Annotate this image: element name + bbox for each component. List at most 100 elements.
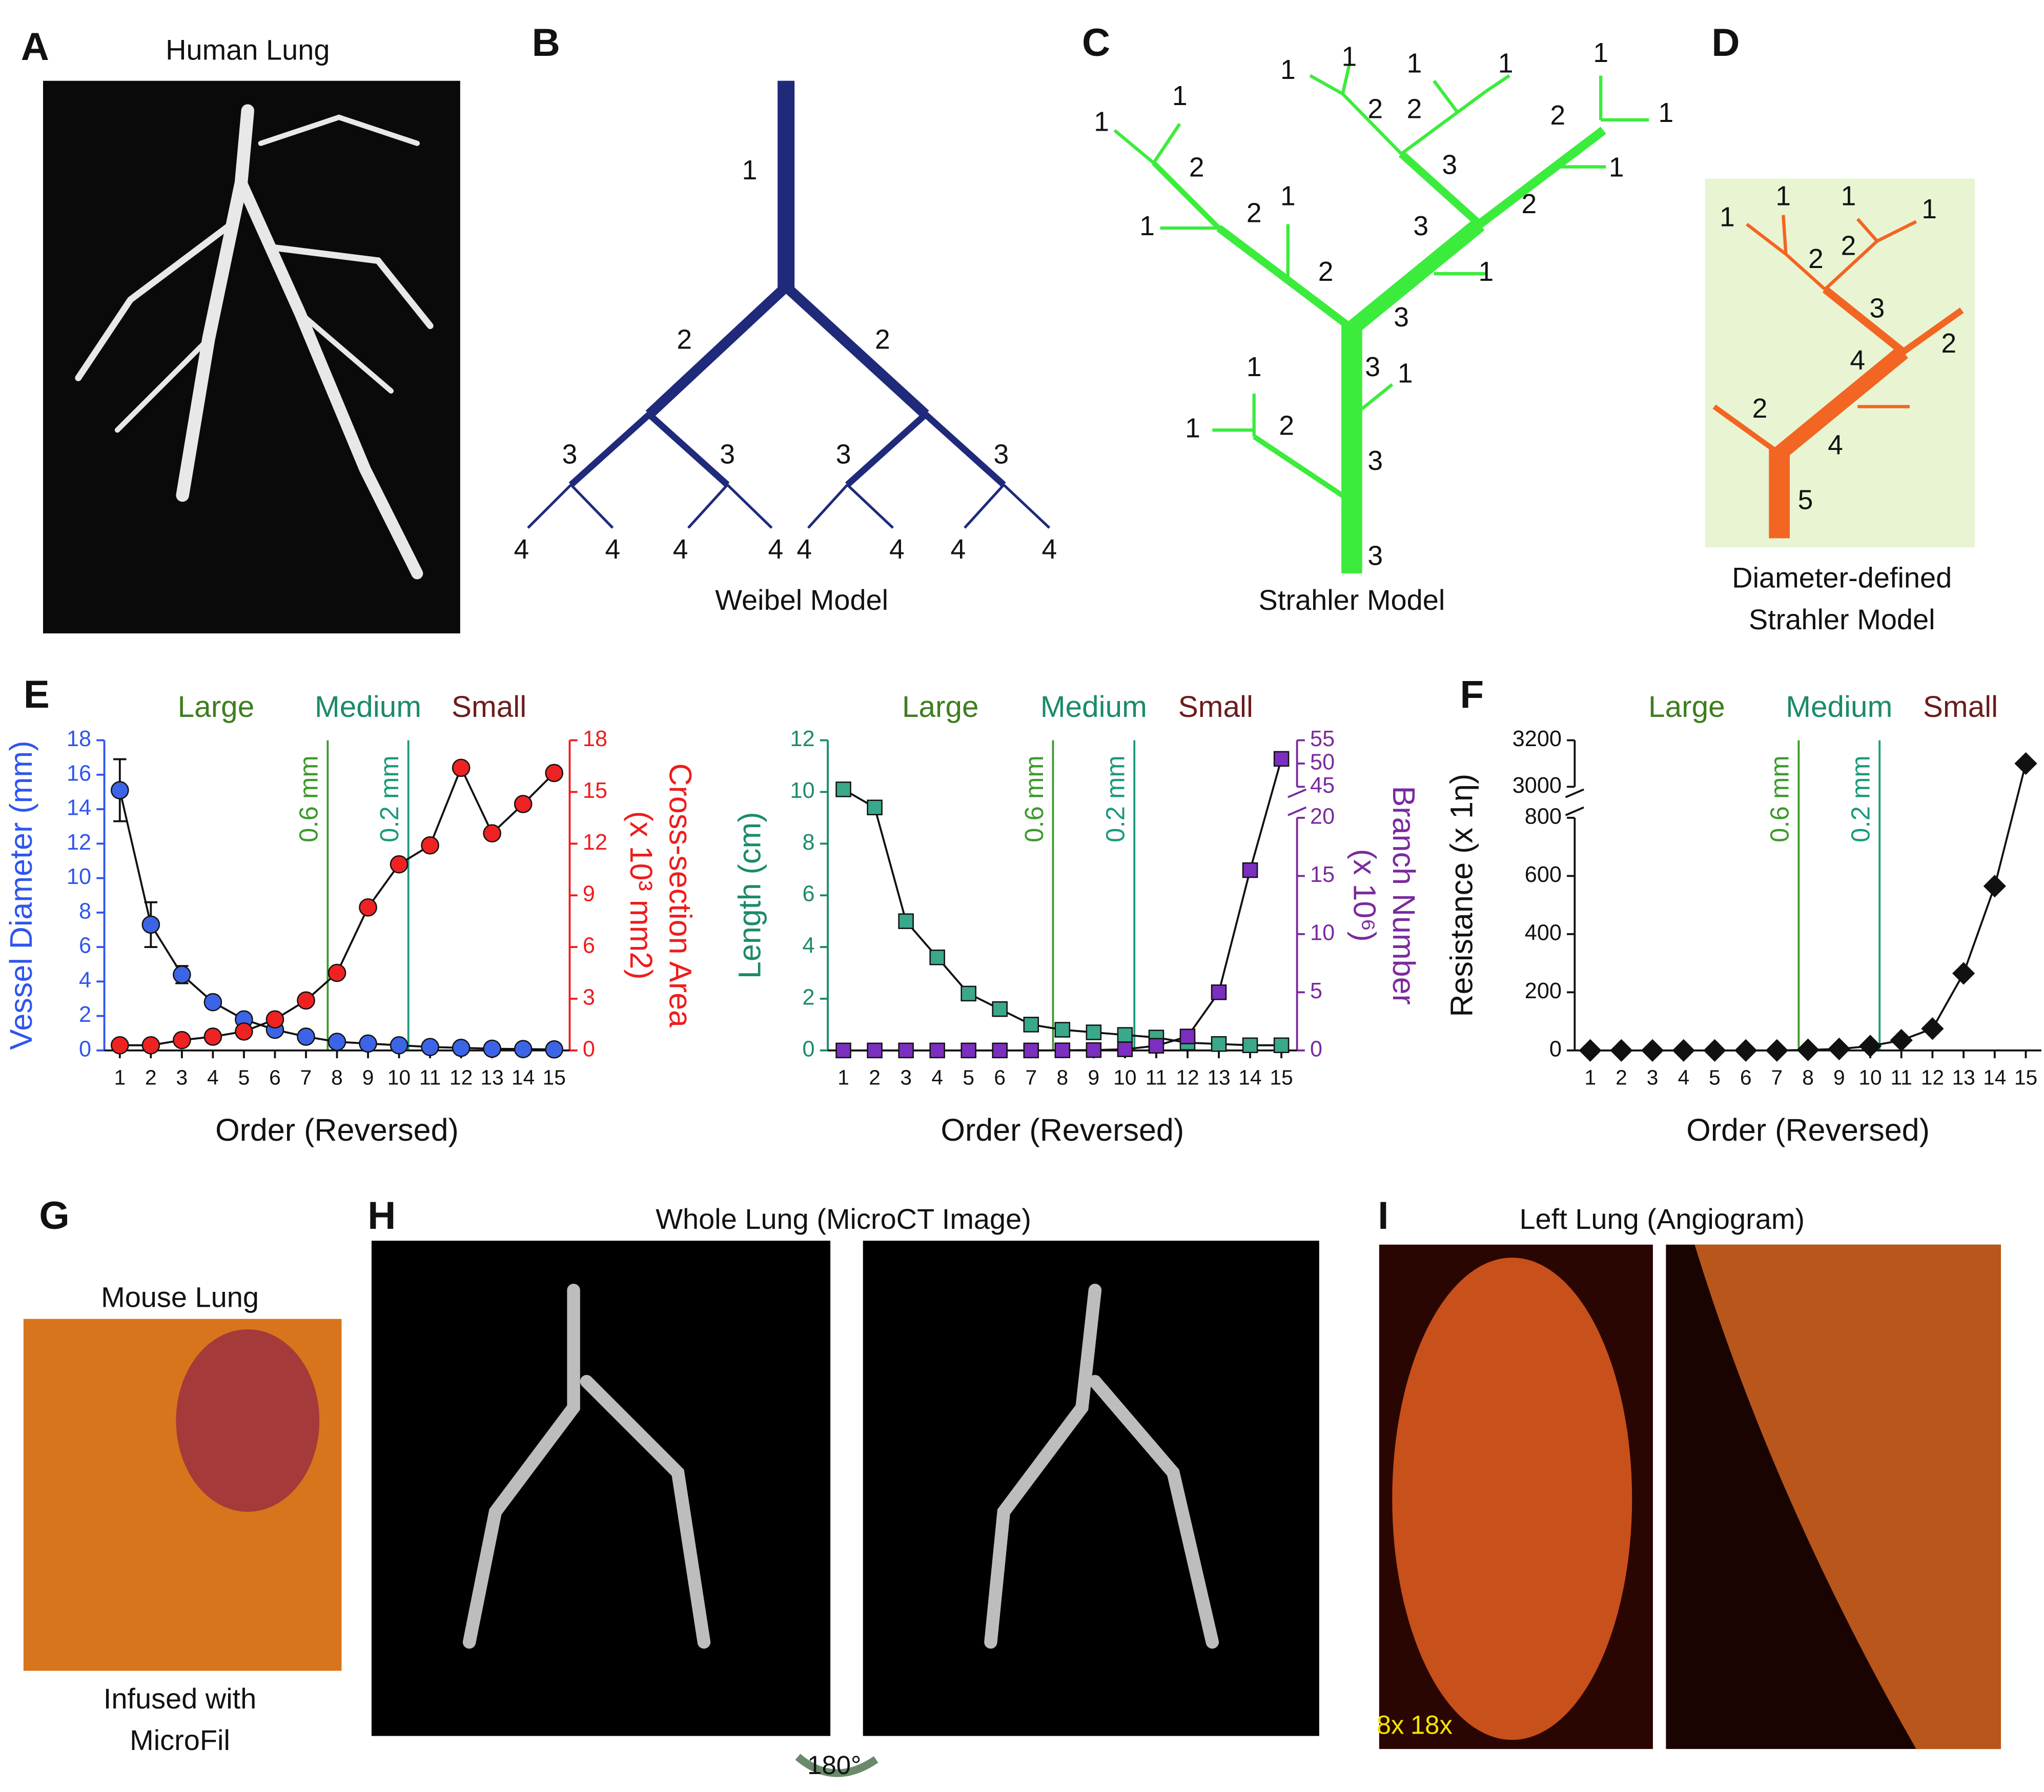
magnification-label: 18x <box>1411 1710 1453 1739</box>
y-tick-label: 4 <box>79 968 91 993</box>
y-tick-label: 800 <box>1525 804 1562 829</box>
y-tick-label: 14 <box>67 796 91 820</box>
data-point <box>2014 752 2037 775</box>
data-point <box>141 1036 160 1055</box>
branch-order-label: 1 <box>1659 98 1674 128</box>
branch-order-label: 4 <box>605 534 621 565</box>
y2-tick-label: 6 <box>583 934 595 958</box>
x-tick-label: 14 <box>512 1066 535 1089</box>
strahler-tree <box>1113 65 1649 574</box>
x-tick-label: 10 <box>387 1066 411 1089</box>
data-point <box>929 950 945 965</box>
x-tick-label: 4 <box>931 1066 943 1089</box>
x-tick-label: 6 <box>994 1066 1006 1089</box>
branch-order-label: 1 <box>1407 48 1422 78</box>
branch-order-label: 4 <box>1828 430 1843 460</box>
series-line <box>119 765 555 1046</box>
x-tick-label: 7 <box>1025 1066 1037 1089</box>
panel-label: F <box>1460 673 1484 716</box>
branch-order-label: 3 <box>1442 150 1457 180</box>
model-caption: Strahler Model <box>1259 584 1445 616</box>
y2-axis-label: Cross-section Area <box>663 764 698 1028</box>
x-tick-label: 13 <box>1207 1066 1230 1089</box>
y-tick-label: 6 <box>79 934 91 958</box>
x-tick-label: 6 <box>269 1066 281 1089</box>
branch-order-label: 5 <box>1798 485 1813 515</box>
y-tick-label: 3000 <box>1512 773 1562 798</box>
data-point <box>1890 1028 1913 1052</box>
zone-label: Medium <box>315 690 421 724</box>
data-point <box>1179 1028 1196 1044</box>
boundary-label: 0.6 mm <box>1019 755 1049 842</box>
branch-order-label: 1 <box>1246 352 1262 382</box>
y-tick-label: 0 <box>803 1037 815 1061</box>
y-tick-label: 10 <box>790 778 815 803</box>
branch-order-label: 3 <box>1394 302 1409 333</box>
data-point <box>545 1040 564 1059</box>
branch-order-label: 2 <box>1367 94 1383 124</box>
boundary-label: 0.2 mm <box>1101 755 1130 842</box>
data-point <box>1952 962 1975 985</box>
branch-order-label: 1 <box>1922 194 1937 224</box>
x-tick-label: 7 <box>300 1066 312 1089</box>
branch-order-label: 2 <box>1752 394 1768 424</box>
panel-label: H <box>367 1194 396 1238</box>
x-tick-label: 1 <box>1584 1066 1596 1089</box>
branch-order-label: 3 <box>1367 446 1383 476</box>
data-point <box>1610 1039 1633 1062</box>
data-point <box>1858 1035 1882 1058</box>
y2-axis-label: Branch Number <box>1386 786 1421 1005</box>
y-axis-label: Resistance (x 1η) <box>1444 774 1479 1017</box>
data-point <box>514 1040 533 1058</box>
rotation-arrow <box>795 1754 878 1777</box>
y-tick-label: 0 <box>1549 1037 1562 1061</box>
branch-order-label: 1 <box>1775 181 1791 212</box>
data-point <box>483 824 501 842</box>
microct-front <box>371 1241 831 1736</box>
boundary-label: 0.6 mm <box>294 755 323 842</box>
x-axis-label: Order (Reversed) <box>941 1113 1184 1147</box>
branch-order-label: 2 <box>1841 231 1856 261</box>
branch-order-label: 4 <box>768 534 783 565</box>
data-point <box>328 1033 346 1051</box>
y2-axis-label: (x 10³ mm2) <box>624 811 659 980</box>
data-point <box>203 993 222 1012</box>
x-tick-label: 4 <box>1678 1066 1689 1089</box>
branch-order-label: 2 <box>1550 100 1565 131</box>
x-tick-label: 8 <box>1057 1066 1069 1089</box>
data-point <box>835 781 851 797</box>
data-point <box>992 1042 1008 1059</box>
data-point <box>203 1027 222 1046</box>
branch-order-label: 2 <box>1407 94 1422 124</box>
x-tick-label: 13 <box>481 1066 504 1089</box>
branch-order-label: 2 <box>1279 410 1294 441</box>
data-point <box>1211 984 1227 1000</box>
branch-order-label: 1 <box>1609 153 1624 183</box>
panel-title: Mouse Lung <box>101 1281 259 1313</box>
axis-break <box>1565 788 1584 816</box>
x-tick-label: 15 <box>1270 1066 1293 1089</box>
model-caption: Strahler Model <box>1749 603 1935 635</box>
data-point <box>1086 1024 1102 1040</box>
zone-label: Medium <box>1786 690 1892 724</box>
data-point <box>1054 1022 1071 1038</box>
x-tick-label: 9 <box>1088 1066 1100 1089</box>
data-point <box>173 965 191 984</box>
panel-title: Whole Lung (MicroCT Image) <box>656 1203 1031 1235</box>
series-line <box>1590 763 2027 1052</box>
data-point <box>1242 1037 1258 1054</box>
x-tick-label: 12 <box>1176 1066 1199 1089</box>
data-point <box>421 836 439 855</box>
weibel-tree <box>527 80 1051 529</box>
x-tick-label: 5 <box>238 1066 250 1089</box>
data-point <box>1983 875 2006 898</box>
y2-tick-label: 5 <box>1310 979 1322 1003</box>
y-tick-label: 8 <box>803 830 815 855</box>
x-tick-label: 11 <box>419 1066 441 1089</box>
x-tick-label: 12 <box>1921 1066 1944 1089</box>
data-point <box>173 1031 191 1049</box>
data-point <box>297 1027 315 1046</box>
x-tick-label: 2 <box>145 1066 157 1089</box>
data-point <box>867 799 883 815</box>
branch-order-label: 3 <box>1365 352 1380 382</box>
